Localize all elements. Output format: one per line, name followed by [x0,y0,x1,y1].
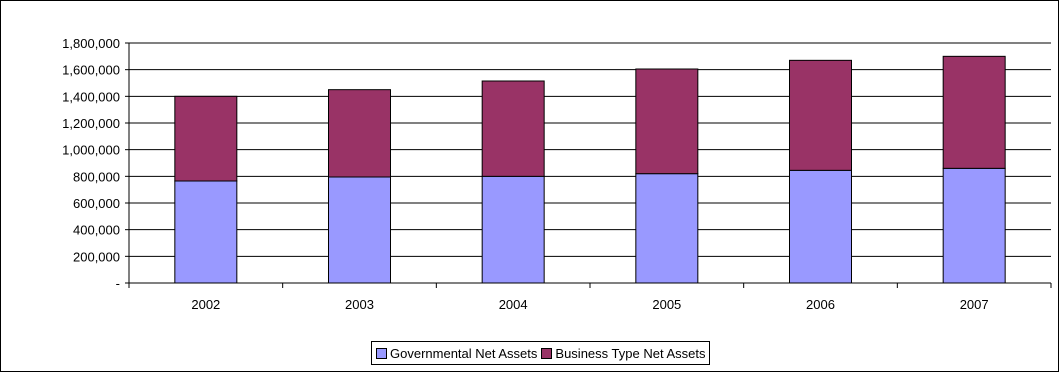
legend: Governmental Net Assets Business Type Ne… [371,341,711,365]
bar-governmental-2003 [328,176,391,284]
y-tick-label: 800,000 [73,169,120,184]
y-tick-label: 1,400,000 [62,89,120,104]
legend-label-governmental: Governmental Net Assets [390,345,538,361]
x-tick-label: 2002 [191,297,220,312]
x-tick-label: 2003 [345,297,374,312]
legend-swatch-business-type [541,347,553,359]
bar-business-type-2005 [635,68,699,175]
x-tick-label: 2007 [960,297,989,312]
bar-governmental-2004 [481,175,545,284]
y-tick-label: 400,000 [73,223,120,238]
y-tick-label: 1,600,000 [62,63,120,78]
bar-business-type-2003 [328,89,391,178]
x-tick-label: 2005 [652,297,681,312]
bar-governmental-2006 [789,169,852,284]
bar-business-type-2002 [174,95,238,182]
y-tick-label: - [116,276,120,291]
x-tick-label: 2006 [806,297,835,312]
y-tick-label: 200,000 [73,249,120,264]
bar-governmental-2007 [942,167,1006,284]
legend-item-business-type: Business Type Net Assets [541,346,705,361]
bar-business-type-2007 [942,55,1006,169]
y-tick-label: 1,200,000 [62,116,120,131]
y-tick-label: 1,800,000 [62,36,120,51]
legend-item-governmental: Governmental Net Assets [376,346,537,361]
y-tick-label: 600,000 [73,196,120,211]
bar-business-type-2006 [789,59,852,171]
legend-label-business-type: Business Type Net Assets [555,345,706,361]
bar-business-type-2004 [481,80,545,177]
bar-governmental-2005 [635,173,699,284]
y-tick-label: 1,000,000 [62,143,120,158]
legend-swatch-governmental [376,347,387,359]
x-tick-label: 2004 [499,297,528,312]
bar-governmental-2002 [174,180,238,284]
